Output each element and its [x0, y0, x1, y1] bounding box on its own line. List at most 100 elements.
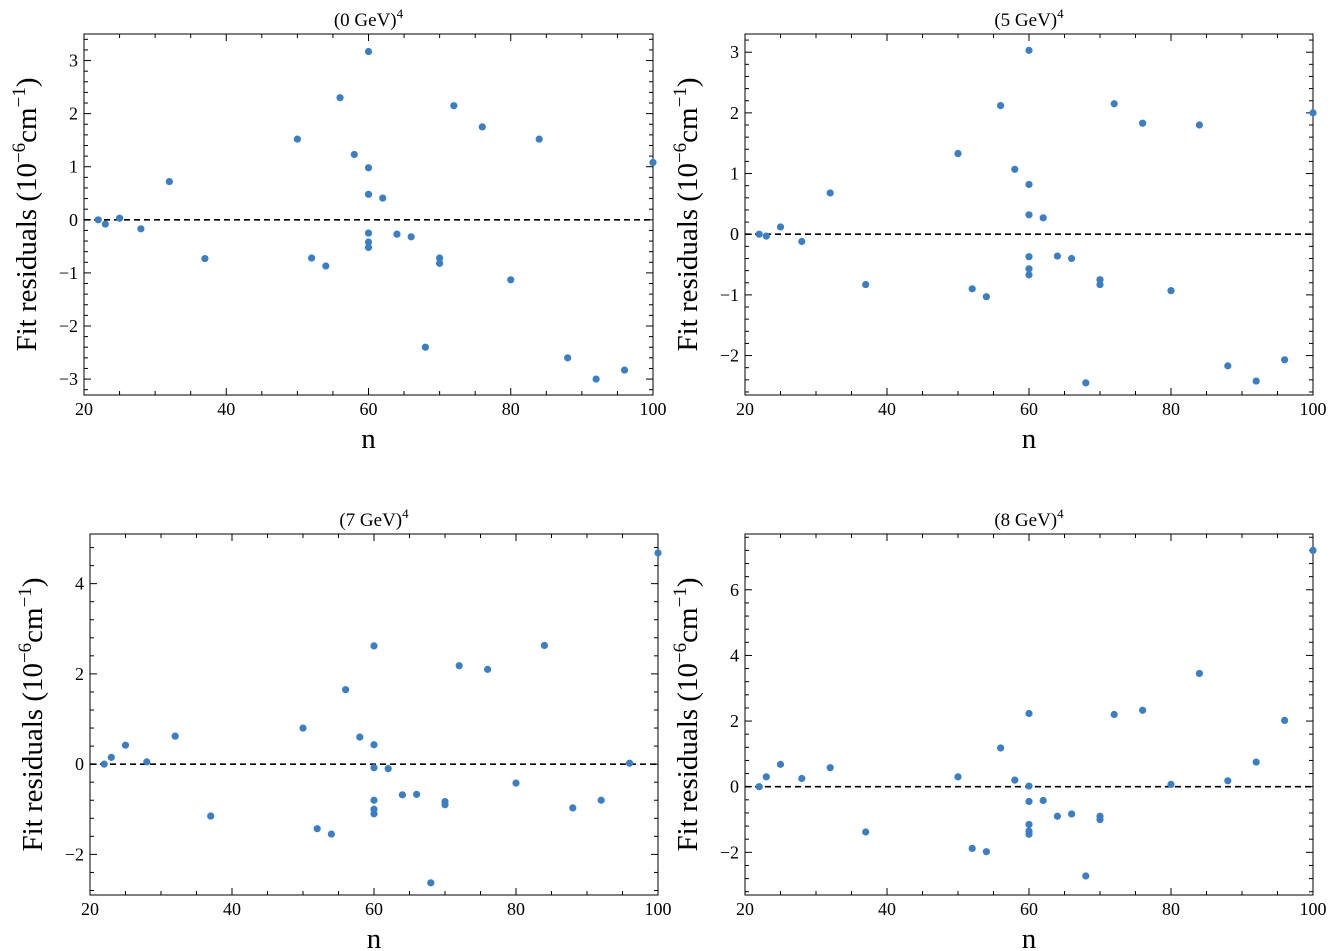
y-tick-label: 3 [730, 42, 739, 62]
data-point [201, 254, 209, 263]
data-point [121, 741, 130, 749]
y-axis-label-ylabel-mid: cm [672, 607, 704, 643]
data-point [1025, 820, 1033, 829]
y-axis-label-ylabel: Fit residuals (10 [672, 163, 704, 352]
x-tick-label: 80 [502, 399, 520, 419]
data-point [364, 229, 373, 237]
data-point [413, 790, 421, 798]
data-point [862, 280, 870, 289]
x-tick-label: 100 [640, 399, 667, 419]
data-point [512, 779, 520, 787]
data-point [143, 758, 151, 766]
y-axis-label-ylabel: Fit residuals (10 [17, 663, 49, 852]
y-tick-label: 3 [69, 51, 78, 71]
data-point [626, 759, 634, 767]
data-point [1068, 254, 1076, 263]
data-point [649, 158, 657, 167]
data-point [564, 354, 572, 362]
y-axis-label: Fit residuals (10−6cm−1) [9, 77, 43, 351]
y-axis-label-ylabel-end: ) [672, 77, 704, 87]
data-point [569, 804, 577, 812]
y-tick-label: 2 [730, 711, 739, 731]
y-axis-label: Fit residuals (10−6cm−1) [670, 77, 704, 351]
data-point [1167, 780, 1175, 789]
y-tick-label: 6 [730, 580, 739, 600]
y-tick-label: 2 [75, 664, 84, 684]
data-point [1039, 214, 1047, 222]
y-tick-label: 0 [69, 210, 78, 230]
data-point [1053, 812, 1061, 820]
x-tick-label: 60 [365, 899, 383, 919]
y-axis-label-ylabel-sup: −6 [670, 643, 691, 663]
chart-title: (5 GeV)4 [994, 6, 1064, 31]
data-point [484, 665, 492, 673]
y-tick-label: 2 [69, 104, 78, 124]
x-tick-label: 40 [223, 899, 241, 919]
data-point [1309, 109, 1317, 117]
data-point [370, 764, 378, 772]
y-tick-label: −2 [720, 842, 739, 862]
data-point [755, 230, 763, 238]
x-tick-label: 60 [1020, 899, 1038, 919]
x-tick-label: 20 [75, 399, 93, 419]
data-point [654, 549, 662, 557]
chart-panel-1: 20 40 60 80 100 −3 −2 −1 0 1 2 3 (0 GeV)4 n Fit residu… [9, 6, 667, 455]
chart-panel-2: 20 40 60 80 100 −2 −1 0 1 2 3 (5 GeV)4 n Fit residual… [670, 6, 1327, 455]
data-point [1252, 377, 1260, 385]
data-point [620, 366, 629, 374]
data-point [384, 765, 392, 773]
y-axis-label-ylabel-mid: cm [672, 107, 704, 143]
data-point [342, 686, 350, 694]
data-point [107, 753, 115, 761]
data-point [954, 149, 962, 158]
y-axis-label-ylabel-sup2: −1 [15, 587, 36, 607]
data-point [313, 825, 321, 833]
data-point [450, 102, 458, 110]
data-point [1139, 706, 1147, 714]
data-point [364, 190, 373, 198]
data-point [954, 773, 962, 781]
data-point [364, 164, 373, 172]
data-point [1110, 710, 1118, 719]
x-tick-label: 60 [1020, 399, 1038, 419]
y-axis-label-ylabel-sup: −6 [670, 143, 691, 163]
x-tick-label: 80 [1162, 899, 1180, 919]
data-point [336, 94, 344, 102]
data-point [982, 848, 991, 856]
data-point [535, 135, 543, 143]
x-axis-label: n [361, 423, 376, 455]
data-point [356, 733, 364, 741]
data-point [997, 744, 1005, 752]
data-point [1025, 265, 1033, 273]
data-point [826, 764, 834, 772]
data-point [308, 254, 316, 262]
data-point [379, 194, 387, 202]
y-tick-label: −2 [59, 316, 78, 336]
x-tick-label: 80 [507, 899, 525, 919]
y-tick-label: −1 [59, 263, 78, 283]
data-point [507, 276, 515, 284]
x-tick-label: 40 [878, 899, 896, 919]
data-point [1281, 716, 1289, 725]
data-point [1025, 46, 1033, 54]
data-point [171, 732, 179, 740]
data-point [1252, 758, 1260, 766]
data-point [370, 810, 378, 818]
data-point [1025, 211, 1033, 219]
data-point [1167, 287, 1175, 295]
data-point [1011, 165, 1019, 173]
chart-title-text: (5 GeV) [994, 10, 1057, 31]
data-point [293, 135, 301, 143]
chart-title-exponent: 4 [402, 506, 409, 521]
y-axis-label-ylabel-end: ) [17, 577, 49, 587]
x-tick-label: 20 [736, 399, 754, 419]
y-tick-label: −2 [65, 844, 84, 864]
data-point [1025, 830, 1033, 838]
data-point [1025, 782, 1033, 790]
data-point [165, 177, 173, 186]
y-axis-label-ylabel-end: ) [11, 77, 43, 87]
plot-frame [89, 533, 659, 896]
data-point [1025, 797, 1033, 806]
data-point [1110, 100, 1118, 108]
